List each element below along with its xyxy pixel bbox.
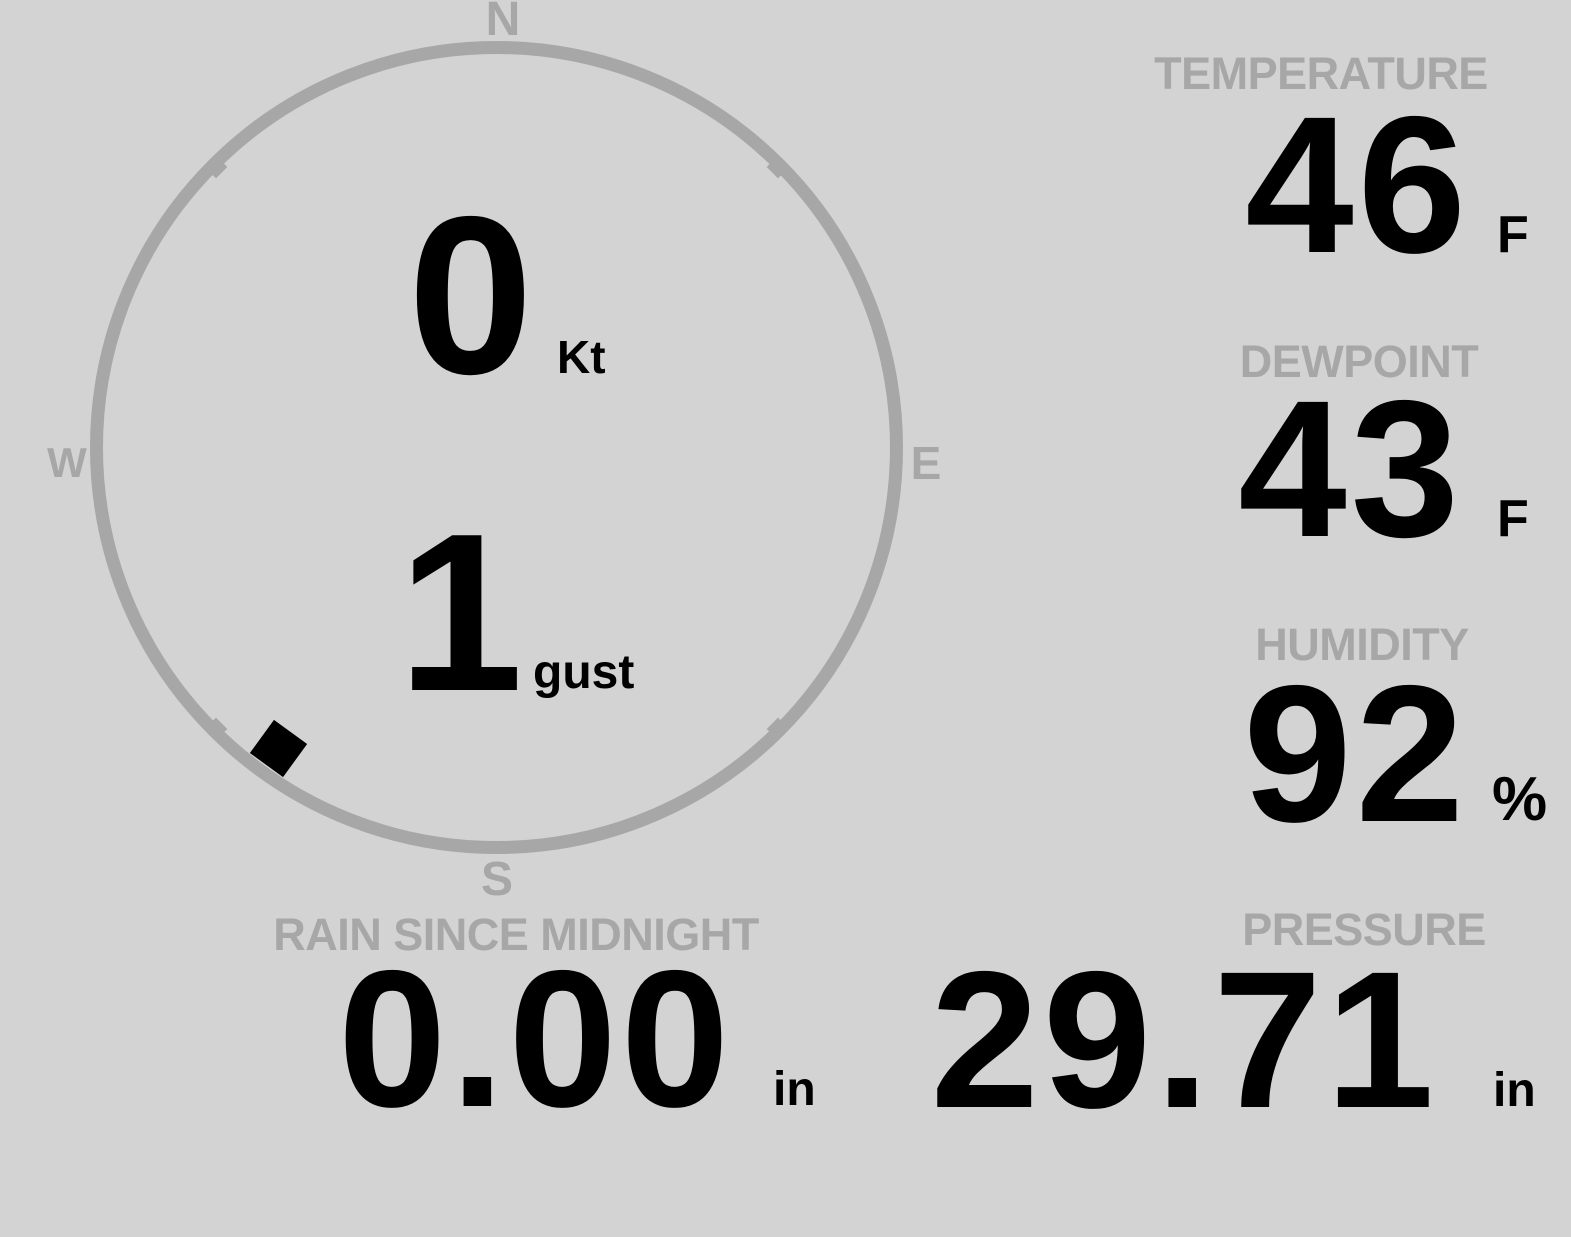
dewpoint-unit: F	[1497, 490, 1529, 548]
humidity-value: 92	[1243, 645, 1468, 863]
rain-unit: in	[773, 1063, 816, 1116]
temperature-value: 46	[1245, 76, 1470, 294]
humidity-label: HUMIDITY	[1255, 619, 1469, 670]
cardinal-north: N	[485, 0, 521, 46]
pressure-label: PRESSURE	[1242, 904, 1486, 955]
pressure-value: 29.71	[930, 931, 1438, 1149]
pressure-unit: in	[1493, 1064, 1536, 1117]
wind-gust-unit: gust	[533, 646, 635, 699]
wind-speed-value: 0	[408, 169, 538, 421]
temperature-label: TEMPERATURE	[1154, 48, 1488, 99]
wind-speed-unit: Kt	[557, 331, 606, 383]
wind-gust-value: 1	[398, 486, 528, 738]
temperature-unit: F	[1497, 206, 1529, 264]
dewpoint-value: 43	[1238, 360, 1463, 578]
humidity-unit: %	[1492, 765, 1548, 834]
rain-label: RAIN SINCE MIDNIGHT	[273, 909, 759, 960]
rain-value: 0.00	[338, 930, 734, 1148]
dewpoint-label: DEWPOINT	[1239, 336, 1479, 387]
cardinal-east: E	[910, 437, 942, 489]
cardinal-south: S	[480, 853, 513, 906]
cardinal-west: W	[47, 439, 87, 486]
